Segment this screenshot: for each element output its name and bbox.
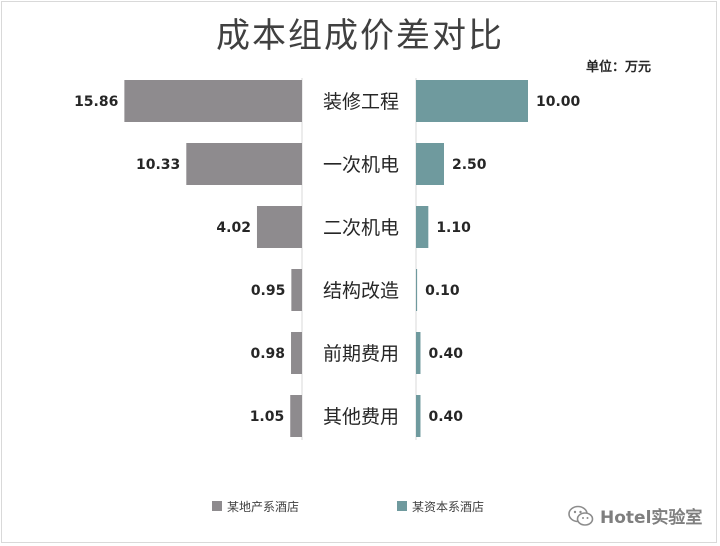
legend-swatch-right (397, 501, 407, 511)
bar-right-4 (416, 269, 418, 311)
value-label-left-5: 0.98 (250, 346, 285, 362)
legend-item-left: 某地产系酒店 (212, 496, 299, 516)
value-label-left-6: 1.05 (250, 409, 285, 425)
category-label-6: 其他费用 (323, 406, 399, 428)
legend-swatch-left (212, 501, 222, 511)
watermark-text: Hotel实验室 (600, 508, 703, 528)
legend-label-right: 某资本系酒店 (412, 499, 485, 514)
bar-left-6 (290, 395, 302, 437)
value-label-left-4: 0.95 (251, 283, 286, 299)
bar-left-3 (256, 206, 302, 248)
bar-right-6 (416, 395, 421, 437)
category-label-2: 一次机电 (323, 154, 399, 176)
value-label-right-1: 10.00 (536, 94, 581, 110)
legend-item-right: 某资本系酒店 (397, 496, 484, 516)
value-label-right-3: 1.10 (436, 220, 471, 236)
bar-left-2 (186, 143, 302, 185)
value-label-left-3: 4.02 (216, 220, 251, 236)
watermark: Hotel实验室 (568, 503, 702, 528)
value-label-right-2: 2.50 (452, 157, 487, 173)
category-label-1: 装修工程 (323, 91, 399, 113)
bar-left-5 (291, 332, 302, 374)
value-label-right-5: 0.40 (428, 346, 463, 362)
bar-left-1 (124, 80, 302, 122)
value-label-right-4: 0.10 (425, 283, 460, 299)
wechat-icon (568, 505, 594, 526)
chart-title: 成本组成价差对比 (216, 16, 504, 56)
unit-label: 单位：万元 (586, 60, 652, 75)
category-label-5: 前期费用 (323, 343, 399, 365)
legend-label-left: 某地产系酒店 (227, 499, 300, 514)
value-label-right-6: 0.40 (428, 409, 463, 425)
bar-right-5 (416, 332, 421, 374)
value-label-left-2: 10.33 (136, 157, 180, 173)
category-label-3: 二次机电 (323, 217, 399, 239)
bar-right-3 (416, 206, 429, 248)
bar-right-1 (416, 80, 528, 122)
category-label-4: 结构改造 (323, 280, 399, 302)
bar-right-2 (416, 143, 444, 185)
bar-left-4 (291, 269, 302, 311)
value-label-left-1: 15.86 (74, 94, 118, 110)
